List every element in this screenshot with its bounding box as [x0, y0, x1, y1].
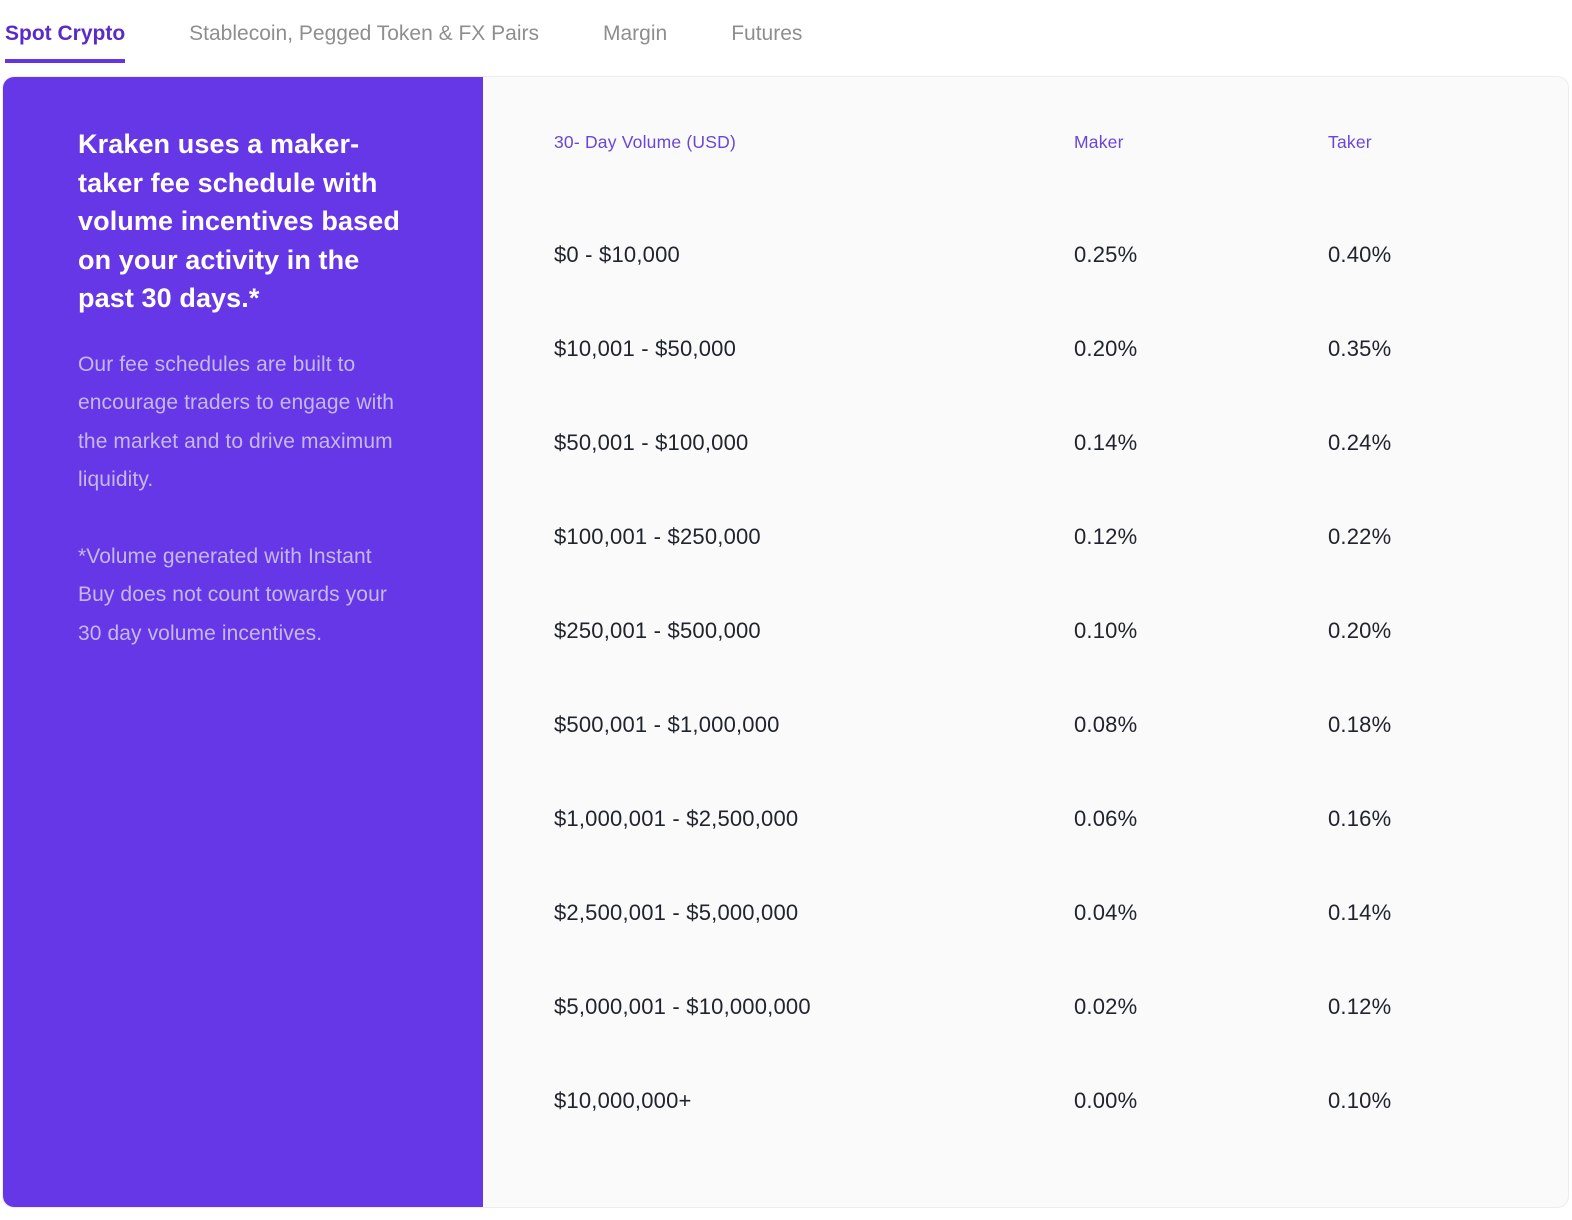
taker-fee-cell: 0.40% — [1328, 242, 1392, 267]
maker-fee-cell: 0.02% — [1074, 994, 1138, 1019]
table-row: $50,001 - $100,000 0.14% 0.24% — [554, 396, 1548, 490]
table-row: $1,000,001 - $2,500,000 0.06% 0.16% — [554, 772, 1548, 866]
fee-schedule-card: Kraken uses a maker-taker fee schedule w… — [2, 76, 1569, 1208]
tab-stablecoin-pegged-fx[interactable]: Stablecoin, Pegged Token & FX Pairs — [189, 22, 539, 45]
table-row: $10,001 - $50,000 0.20% 0.35% — [554, 302, 1548, 396]
panel-paragraph-fee-schedules: Our fee schedules are built to encourage… — [78, 352, 395, 492]
maker-fee-cell: 0.14% — [1074, 430, 1138, 455]
table-row: $100,001 - $250,000 0.12% 0.22% — [554, 490, 1548, 584]
volume-tier-cell: $500,001 - $1,000,000 — [554, 712, 780, 737]
column-header-volume: 30- Day Volume (USD) — [554, 132, 736, 152]
taker-fee-cell: 0.14% — [1328, 900, 1392, 925]
volume-tier-cell: $10,001 - $50,000 — [554, 336, 736, 361]
tab-spot-crypto[interactable]: Spot Crypto — [5, 22, 126, 63]
taker-fee-cell: 0.22% — [1328, 524, 1392, 549]
taker-fee-cell: 0.18% — [1328, 712, 1392, 737]
maker-fee-cell: 0.12% — [1074, 524, 1138, 549]
panel-paragraph-instant-buy-note: *Volume generated with Instant Buy does … — [78, 544, 387, 645]
table-header-row: 30- Day Volume (USD) Maker Taker — [554, 77, 1548, 208]
fee-table: 30- Day Volume (USD) Maker Taker $0 - $1… — [483, 77, 1568, 1207]
volume-tier-cell: $5,000,001 - $10,000,000 — [554, 994, 811, 1019]
table-row: $0 - $10,000 0.25% 0.40% — [554, 208, 1548, 302]
maker-fee-cell: 0.06% — [1074, 806, 1138, 831]
maker-fee-cell: 0.04% — [1074, 900, 1138, 925]
volume-tier-cell: $250,001 - $500,000 — [554, 618, 761, 643]
volume-tier-cell: $100,001 - $250,000 — [554, 524, 761, 549]
table-row: $500,001 - $1,000,000 0.08% 0.18% — [554, 678, 1548, 772]
taker-fee-cell: 0.12% — [1328, 994, 1392, 1019]
volume-tier-cell: $10,000,000+ — [554, 1088, 692, 1113]
table-row: $2,500,001 - $5,000,000 0.04% 0.14% — [554, 866, 1548, 960]
tab-futures[interactable]: Futures — [731, 22, 803, 45]
taker-fee-cell: 0.16% — [1328, 806, 1392, 831]
volume-tier-cell: $1,000,001 - $2,500,000 — [554, 806, 799, 831]
info-panel: Kraken uses a maker-taker fee schedule w… — [3, 77, 483, 1207]
maker-fee-cell: 0.20% — [1074, 336, 1138, 361]
taker-fee-cell: 0.24% — [1328, 430, 1392, 455]
tab-margin[interactable]: Margin — [602, 22, 668, 45]
fee-schedule-tabbar: Spot Crypto Stablecoin, Pegged Token & F… — [0, 0, 1572, 63]
taker-fee-cell: 0.10% — [1328, 1088, 1392, 1113]
column-header-maker: Maker — [1074, 132, 1124, 152]
maker-fee-cell: 0.25% — [1074, 242, 1138, 267]
taker-fee-cell: 0.20% — [1328, 618, 1392, 643]
volume-tier-cell: $0 - $10,000 — [554, 242, 680, 267]
maker-fee-cell: 0.00% — [1074, 1088, 1138, 1113]
column-header-taker: Taker — [1328, 132, 1372, 152]
table-row: $5,000,001 - $10,000,000 0.02% 0.12% — [554, 960, 1548, 1054]
maker-fee-cell: 0.08% — [1074, 712, 1138, 737]
taker-fee-cell: 0.35% — [1328, 336, 1392, 361]
table-row: $10,000,000+ 0.00% 0.10% — [554, 1054, 1548, 1148]
table-row: $250,001 - $500,000 0.10% 0.20% — [554, 584, 1548, 678]
volume-tier-cell: $2,500,001 - $5,000,000 — [554, 900, 799, 925]
maker-fee-cell: 0.10% — [1074, 618, 1138, 643]
panel-heading: Kraken uses a maker-taker fee schedule w… — [78, 129, 400, 313]
volume-tier-cell: $50,001 - $100,000 — [554, 430, 749, 455]
